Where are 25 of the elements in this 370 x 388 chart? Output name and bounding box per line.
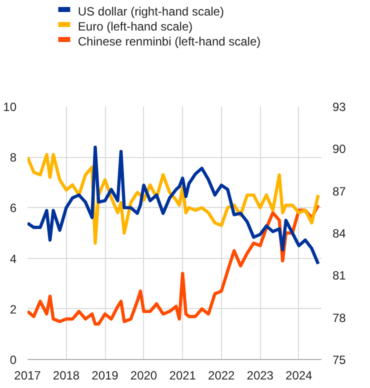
y2-tick-label: 84	[332, 226, 346, 240]
x-tick-label: 2024	[286, 368, 313, 382]
y2-tick-label: 90	[332, 142, 346, 156]
y-tick-label: 8	[10, 150, 17, 165]
x-tick-label: 2017	[14, 368, 42, 382]
x-tick-label: 2018	[52, 368, 80, 382]
y-tick-label: 10	[3, 100, 17, 114]
x-tick-label: 2023	[246, 368, 274, 382]
legend-label: Chinese renminbi (left-hand scale)	[78, 34, 261, 48]
y-tick-label: 0	[10, 353, 17, 367]
y-tick-label: 2	[10, 302, 17, 316]
x-tick-label: 2019	[92, 368, 119, 382]
legend-label: US dollar (right-hand scale)	[78, 4, 224, 18]
legend-label: Euro (left-hand scale)	[78, 20, 193, 34]
y2-tick-label: 93	[332, 100, 346, 114]
y2-tick-label: 81	[332, 268, 346, 283]
x-tick-label: 2020	[130, 368, 158, 382]
line-series	[28, 146, 320, 266]
y2-tick-label: 78	[332, 310, 346, 325]
x-tick-label: 2021	[169, 368, 196, 382]
y2-tick-label: 87	[332, 184, 346, 198]
y-tick-label: 6	[10, 201, 17, 216]
x-tick-label: 2022	[208, 368, 236, 382]
y-tick-label: 4	[10, 252, 17, 266]
y2-tick-label: 75	[332, 353, 346, 367]
